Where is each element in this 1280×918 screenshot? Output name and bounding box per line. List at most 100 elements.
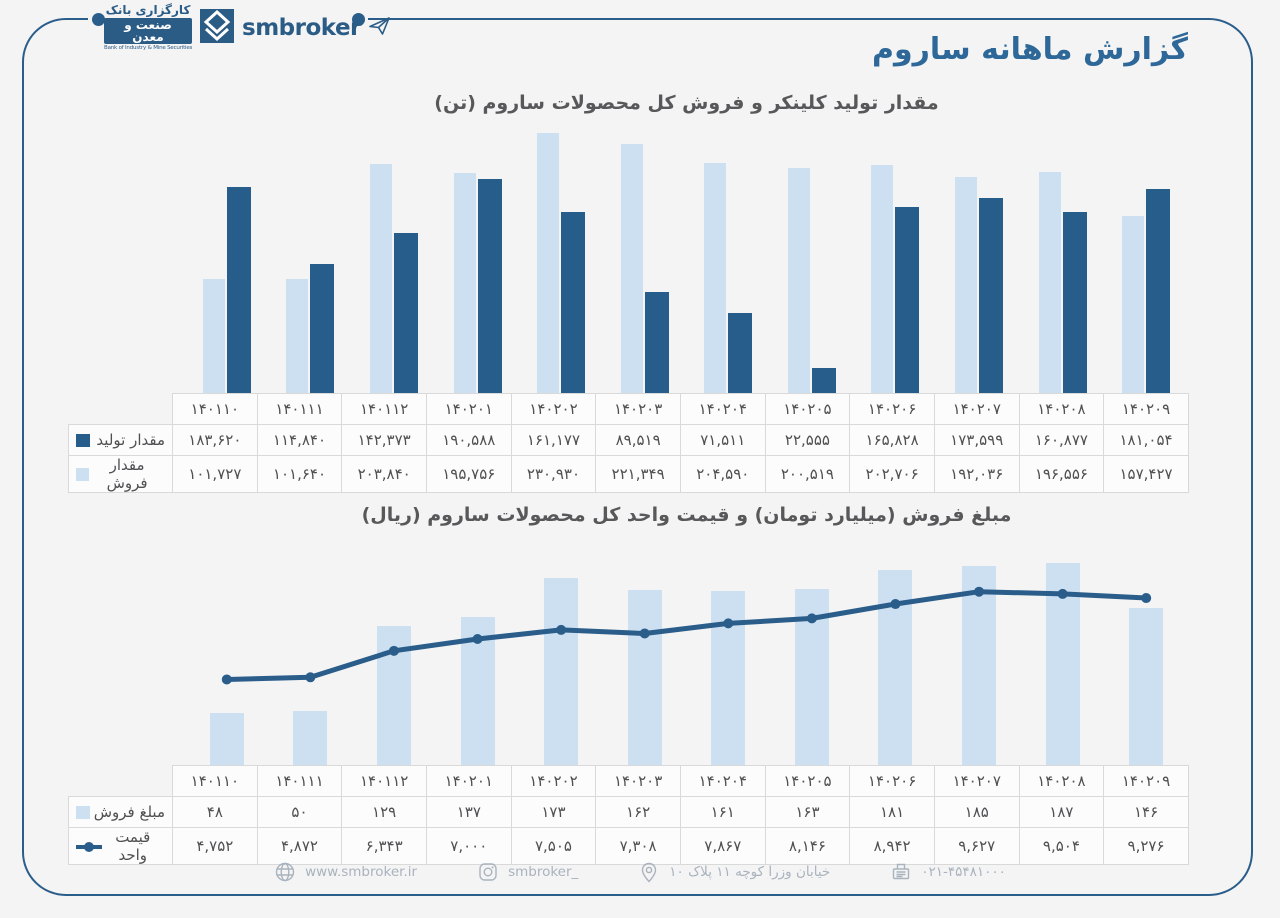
value-cell: ۱۹۶,۵۵۶ [1018, 455, 1105, 493]
category-cell: ۱۴۰۲۰۳ [595, 393, 681, 425]
category-cell: ۱۴۰۲۰۸ [1018, 393, 1105, 425]
table-header-row: ۱۴۰۱۱۰ ۱۴۰۱۱۱ ۱۴۰۱۱۲ ۱۴۰۲۰۱ ۱۴۰۲۰۲ ۱۴۰۲۰۳ ۱۴۰۲… [69, 765, 1189, 797]
bank-logo-text: کارگزاری بانک صنعت و معدن Bank of Indust… [104, 4, 192, 52]
chart-1-plot [185, 131, 1188, 393]
sales-amount-bar [286, 278, 309, 393]
page-title: گزارش ماهانه ساروم [872, 32, 1188, 67]
instagram-handle: smbroker_ [508, 864, 579, 880]
legend-square-marker [76, 433, 90, 447]
bar-group-140203 [603, 131, 687, 393]
value-cell: ۶,۳۴۳ [341, 827, 427, 865]
series-label: مقدار فروش [106, 456, 148, 492]
value-cell: ۸۹,۵۱۹ [595, 424, 681, 456]
category-cell: ۱۴۰۲۰۷ [933, 765, 1020, 797]
value-cell: ۱۸۱ [849, 796, 935, 828]
sales-amount-bar [202, 278, 225, 393]
value-cell: ۹,۶۲۷ [933, 827, 1020, 865]
bank-name-line1: کارگزاری بانک [105, 3, 191, 17]
value-cell: ۱۰۱,۶۴۰ [256, 455, 343, 493]
bar-group-140203 [603, 558, 687, 765]
category-cell: ۱۴۰۲۰۲ [510, 393, 597, 425]
bar-group-140112 [352, 558, 436, 765]
value-cell: ۱۶۳ [764, 796, 851, 828]
category-cell: ۱۴۰۲۰۵ [764, 765, 851, 797]
value-cell: ۷,۸۶۷ [679, 827, 766, 865]
value-cell: ۸,۱۴۶ [764, 827, 851, 865]
bar-group-140201 [436, 558, 520, 765]
category-cell: ۱۴۰۱۱۰ [172, 765, 258, 797]
bar-group-140206 [854, 558, 938, 765]
sales-amount-bar [537, 133, 560, 393]
category-cell: ۱۴۰۲۰۵ [764, 393, 851, 425]
value-cell: ۱۶۱,۱۷۷ [510, 424, 597, 456]
bank-diamond-logo-icon [199, 7, 235, 49]
category-cell: ۱۴۰۲۰۳ [595, 765, 681, 797]
sales-value-bar [209, 713, 244, 765]
production-bar [811, 367, 836, 393]
sales-value-bar [1129, 607, 1164, 765]
footer-contact-bar: www.smbroker.ir smbroker_ خیابان وزرا کو… [60, 861, 1220, 883]
sales-amount-bar [704, 162, 727, 393]
production-bar [393, 232, 418, 393]
production-bar [477, 178, 502, 393]
sales-amount-bar [871, 165, 894, 393]
table-row: مقدار فروش ۱۰۱,۷۲۷ ۱۰۱,۶۴۰ ۲۰۳,۸۴۰ ۱۹۵,۷۵۶ ۲۳… [68, 455, 1189, 493]
value-cell: ۹,۵۰۴ [1018, 827, 1105, 865]
bar-group-140111 [269, 131, 353, 393]
category-cell: ۱۴۰۱۱۰ [172, 393, 258, 425]
bar-group-140202 [519, 131, 603, 393]
sales-amount-bar [954, 177, 977, 393]
value-cell: ۱۸۷ [1018, 796, 1105, 828]
sales-value-bar [376, 625, 411, 765]
chart-2-plot [185, 558, 1188, 765]
value-cell: ۱۱۴,۸۴۰ [256, 424, 343, 456]
bar-group-140204 [686, 558, 770, 765]
chart-1-title: مقدار تولید کلینکر و فروش کل محصولات سار… [434, 92, 939, 114]
location-pin-icon [638, 861, 660, 883]
production-bar [728, 312, 753, 393]
production-bar [1062, 212, 1087, 393]
fax-icon [890, 861, 912, 883]
value-cell: ۴,۷۵۲ [172, 827, 258, 865]
value-cell: ۲۰۲,۷۰۶ [849, 455, 935, 493]
footer-instagram: smbroker_ [477, 861, 578, 883]
category-cell: ۱۴۰۲۰۹ [1103, 765, 1189, 797]
production-bar [978, 197, 1003, 393]
production-bar [310, 263, 335, 393]
production-bar [226, 186, 251, 393]
smbroker-wordmark: smbroker [242, 14, 361, 41]
chart-2-title: مبلغ فروش (میلیارد تومان) و قیمت واحد کل… [361, 504, 1012, 526]
value-cell: ۲۰۳,۸۴۰ [341, 455, 427, 493]
footer-website: www.smbroker.ir [274, 861, 417, 883]
value-cell: ۱۶۲ [595, 796, 681, 828]
sales-value-bar [961, 565, 996, 765]
header-line-dot-left [92, 13, 105, 26]
value-cell: ۴,۸۷۲ [256, 827, 343, 865]
value-cell: ۱۹۵,۷۵۶ [425, 455, 512, 493]
value-cell: ۷,۵۰۵ [510, 827, 597, 865]
sales-amount-bar [1122, 215, 1145, 393]
value-cell: ۱۶۵,۸۲۸ [849, 424, 935, 456]
bar-group-140202 [519, 558, 603, 765]
sales-value-bar [460, 617, 495, 765]
header-line-dot-right [352, 13, 365, 26]
series-label-cell: قیمت واحد [68, 827, 173, 865]
legend-square-marker [76, 805, 90, 819]
value-cell: ۷,۰۰۰ [425, 827, 512, 865]
series-label-cell: مبلغ فروش [68, 796, 173, 828]
legend-line-marker [76, 840, 102, 853]
value-cell: ۱۰۱,۷۲۷ [172, 455, 258, 493]
bar-group-140205 [770, 558, 854, 765]
value-cell: ۱۶۰,۸۷۷ [1018, 424, 1105, 456]
value-cell: ۱۹۲,۰۳۶ [933, 455, 1020, 493]
category-cell: ۱۴۰۲۰۶ [849, 393, 935, 425]
website-url: www.smbroker.ir [305, 864, 418, 880]
value-cell: ۱۷۳,۵۹۹ [933, 424, 1020, 456]
chart-2-table: ۱۴۰۱۱۰ ۱۴۰۱۱۱ ۱۴۰۱۱۲ ۱۴۰۲۰۱ ۱۴۰۲۰۲ ۱۴۰۲۰۳ ۱۴۰۲… [68, 765, 1189, 865]
value-cell: ۲۲۱,۳۴۹ [595, 455, 681, 493]
sales-value-bar [794, 589, 829, 765]
category-cell: ۱۴۰۲۰۹ [1103, 393, 1189, 425]
value-cell: ۱۸۳,۶۲۰ [172, 424, 258, 456]
bar-group-140201 [436, 131, 520, 393]
